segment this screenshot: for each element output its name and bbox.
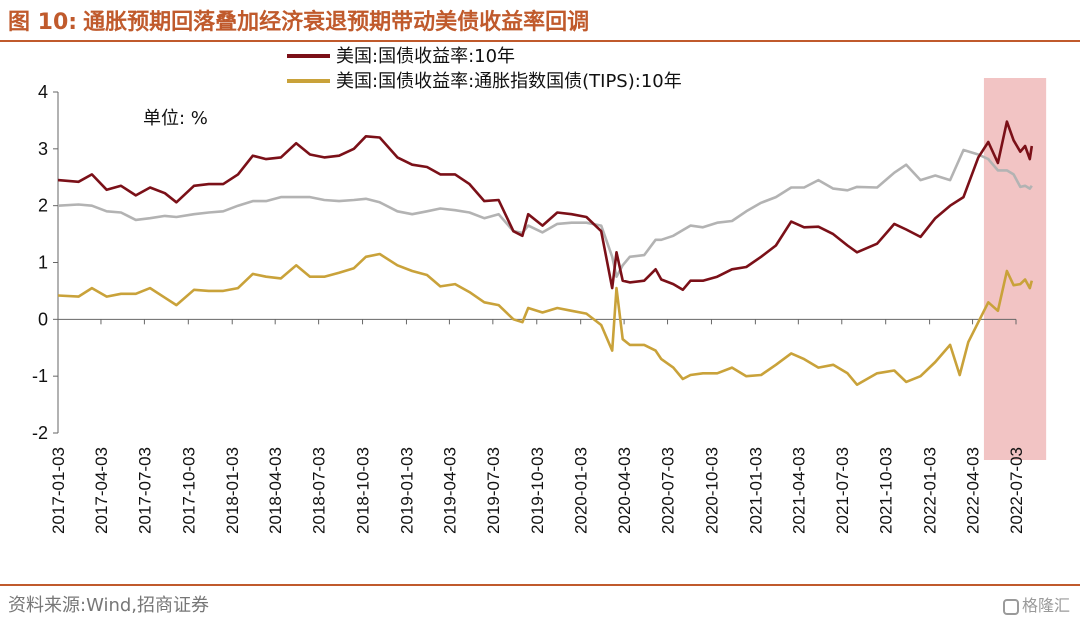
x-tick-label: 2019-10-03 [528, 447, 547, 534]
title-rule [0, 40, 1080, 42]
x-tick-label: 2017-01-03 [49, 447, 68, 534]
x-tick-label: 2019-04-03 [440, 447, 459, 534]
x-tick-label: 2021-01-03 [746, 447, 765, 534]
y-tick-label: 1 [38, 253, 48, 273]
x-tick-label: 2020-07-03 [659, 447, 678, 534]
x-tick-label: 2021-04-03 [789, 447, 808, 534]
figure-number: 图 10: [8, 10, 78, 35]
x-tick-label: 2018-07-03 [310, 447, 329, 534]
x-tick-label: 2022-07-03 [1007, 447, 1026, 534]
figure-title-text: 通胀预期回落叠加经济衰退预期带动美债收益率回调 [83, 10, 590, 35]
y-tick-label: 4 [38, 82, 48, 102]
x-tick-label: 2020-01-03 [572, 447, 591, 534]
watermark: 格隆汇 [1002, 592, 1070, 616]
x-tick-label: 2022-04-03 [964, 447, 983, 534]
y-tick-label: -2 [32, 423, 48, 443]
x-tick-label: 2021-10-03 [877, 447, 896, 534]
x-tick-label: 2018-10-03 [354, 447, 373, 534]
figure-title: 图 10: 通胀预期回落叠加经济衰退预期带动美债收益率回调 [8, 4, 589, 36]
legend-label-1: 美国:国债收益率:通胀指数国债(TIPS):10年 [336, 71, 682, 92]
x-tick-label: 2017-04-03 [92, 447, 111, 534]
highlight-band [983, 78, 1047, 460]
legend-label-0: 美国:国债收益率:10年 [336, 46, 515, 67]
x-tick-label: 2017-07-03 [135, 447, 154, 534]
series-line-0 [57, 120, 1034, 292]
x-tick-label: 2017-10-03 [179, 447, 198, 534]
x-tick-label: 2019-07-03 [484, 447, 503, 534]
watermark-logo-icon [1002, 599, 1019, 615]
y-tick-label: 0 [38, 309, 48, 329]
y-tick-label: 2 [38, 196, 48, 216]
source-note: 资料来源:Wind,招商证券 [8, 595, 210, 616]
unit-label: 单位: % [143, 108, 208, 129]
x-tick-label: 2018-01-03 [223, 447, 242, 534]
series-line-1 [57, 252, 1034, 386]
x-tick-label: 2020-10-03 [702, 447, 721, 534]
watermark-text: 格隆汇 [1021, 596, 1070, 615]
x-tick-label: 2022-01-03 [921, 447, 940, 534]
x-tick-label: 2019-01-03 [397, 447, 416, 534]
y-tick-label: -1 [32, 366, 48, 386]
series-lines [57, 120, 1034, 386]
footer-rule [0, 584, 1080, 586]
series-line-2 [57, 148, 1033, 278]
x-tick-label: 2021-07-03 [833, 447, 852, 534]
y-tick-label: 3 [38, 139, 48, 159]
x-tick-label: 2020-04-03 [615, 447, 634, 534]
x-tick-label: 2018-04-03 [266, 447, 285, 534]
